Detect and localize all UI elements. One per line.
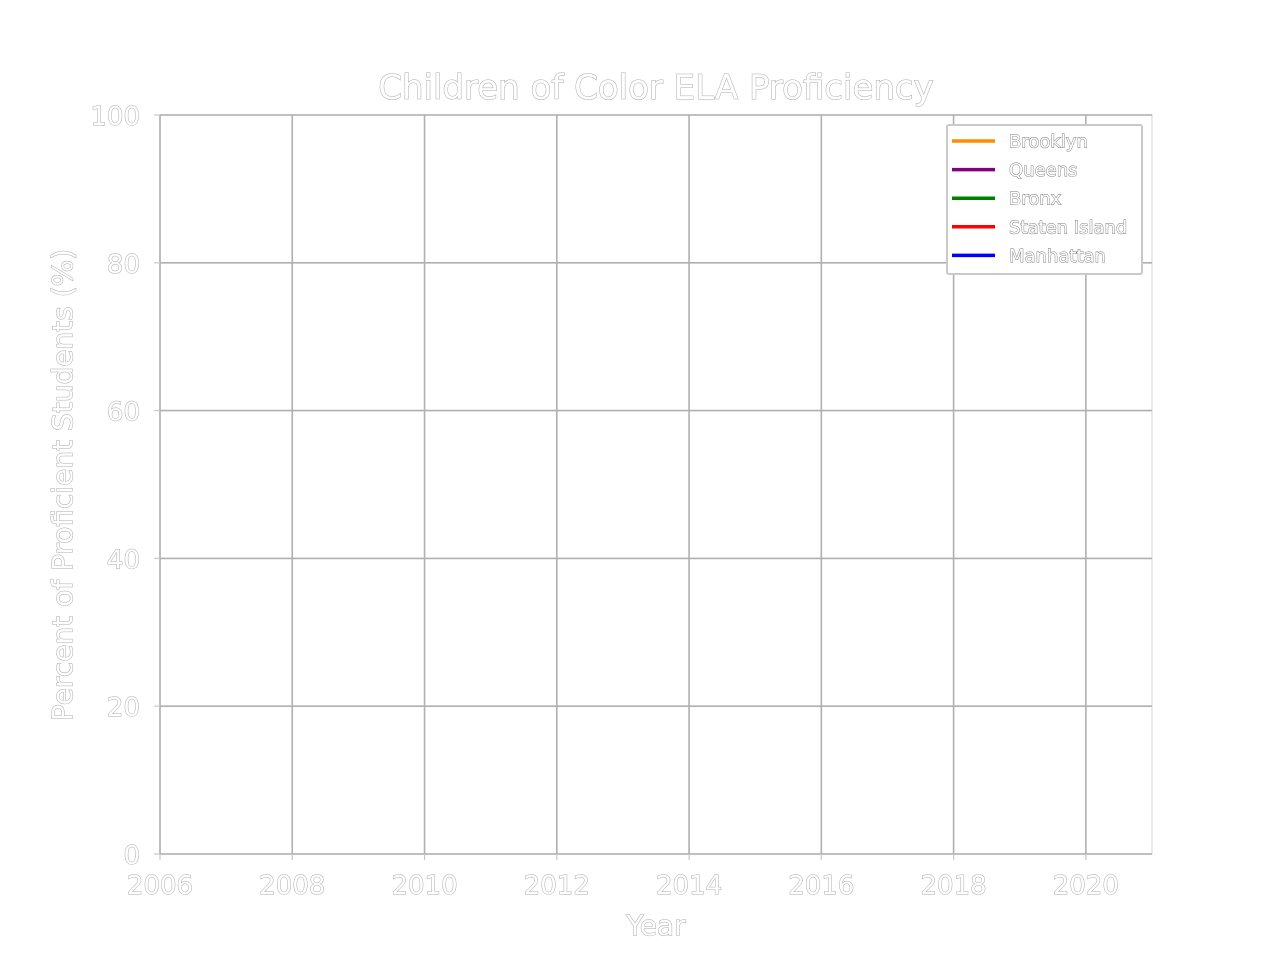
axis-ticks: 2006 2008 2010 2012 2014 2016 2018 2020 0 20 40 60 8… <box>90 102 1120 902</box>
x-tick-label: 2020 <box>1053 871 1119 901</box>
legend-box <box>946 124 1143 275</box>
y-tick-label: 60 <box>107 398 140 428</box>
chart-title: Children of Color ELA Proficiency <box>378 68 933 108</box>
y-tick-label: 20 <box>107 693 140 723</box>
x-tick-label: 2010 <box>391 871 457 901</box>
legend-label: Manhattan <box>1009 246 1106 267</box>
legend-item-brooklyn: Brooklyn <box>952 131 1088 153</box>
legend-items: Brooklyn Queens Bronx Staten Island Manhatta… <box>952 131 1128 267</box>
legend-label: Brooklyn <box>1009 132 1088 153</box>
x-tick-label: 2006 <box>127 871 193 901</box>
x-axis-label: Year <box>625 909 686 942</box>
legend-label: Queens <box>1009 160 1078 181</box>
legend-item-staten-island: Staten Island <box>952 217 1128 239</box>
legend: Brooklyn Queens Bronx Staten Island Manhatta… <box>946 124 1143 275</box>
y-tick-label: 100 <box>90 102 140 132</box>
y-tick-label: 0 <box>123 841 140 871</box>
legend-label: Bronx <box>1009 189 1062 210</box>
y-tick-label: 40 <box>107 545 140 575</box>
y-tick-label: 80 <box>107 250 140 280</box>
legend-item-queens: Queens <box>952 160 1078 182</box>
x-tick-label: 2014 <box>656 871 722 901</box>
legend-item-bronx: Bronx <box>952 188 1062 210</box>
x-tick-label: 2012 <box>524 871 590 901</box>
legend-item-manhattan: Manhattan <box>952 245 1106 267</box>
legend-label: Staten Island <box>1009 217 1127 238</box>
x-tick-label: 2008 <box>259 871 325 901</box>
y-axis-label: Percent of Proficient Students (%) <box>46 249 79 721</box>
x-tick-label: 2016 <box>788 871 854 901</box>
x-tick-label: 2018 <box>921 871 987 901</box>
